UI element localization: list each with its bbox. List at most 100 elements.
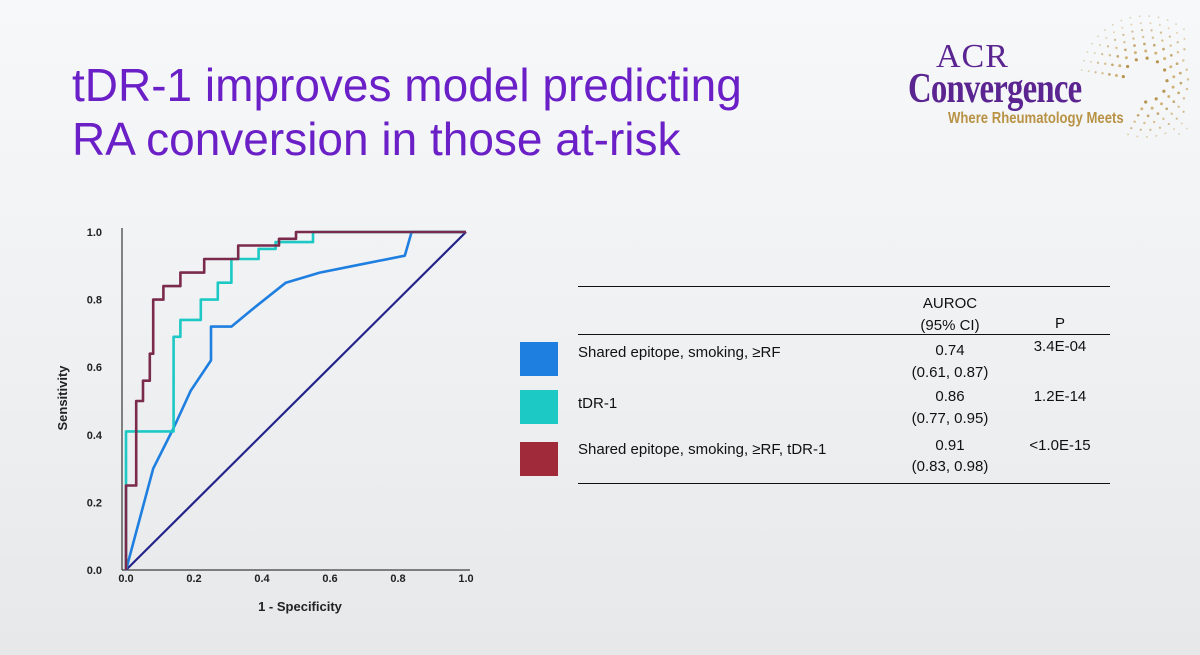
logo-dot <box>1180 122 1183 125</box>
logo-dot <box>1091 42 1094 45</box>
roc-curve-tdr1 <box>124 230 466 570</box>
logo-dot <box>1185 87 1189 91</box>
logo-dot <box>1144 100 1148 104</box>
logo-dot <box>1185 127 1188 130</box>
logo-dot <box>1167 122 1170 126</box>
logo-dot <box>1164 132 1167 135</box>
logo-dot <box>1140 107 1144 111</box>
logo-dot <box>1126 64 1130 69</box>
logo-dot <box>1129 16 1132 19</box>
logo-dot <box>1149 22 1152 25</box>
x-tick-label: 0.2 <box>186 573 201 585</box>
logo-acr-text: ACR <box>936 38 1009 75</box>
x-tick-label: 0.0 <box>118 573 133 585</box>
logo-dot <box>1163 57 1167 61</box>
logo-dot <box>1093 52 1096 55</box>
logo-dot <box>1080 69 1083 71</box>
logo-dot <box>1139 22 1142 25</box>
row-label: Shared epitope, smoking, ≥RF <box>578 344 781 361</box>
logo-dot <box>1179 81 1183 85</box>
y-tick-label: 1.0 <box>87 227 102 239</box>
logo-dot <box>1094 71 1097 74</box>
dot-swirl-graphic <box>1080 15 1190 138</box>
row-label: Shared epitope, smoking, ≥RF, tDR-1 <box>578 441 827 458</box>
logo-dot <box>1176 31 1178 34</box>
logo-dot <box>1130 23 1133 26</box>
header-auroc: AUROC <box>922 295 978 312</box>
logo-dot <box>1176 41 1179 44</box>
logo-dot <box>1113 38 1117 42</box>
logo-dot <box>1160 102 1163 106</box>
logo-dot <box>1185 68 1188 71</box>
logo-dot <box>1113 31 1115 34</box>
logo-dot <box>1149 128 1152 131</box>
logo-dot <box>1130 126 1133 130</box>
logo-dot <box>1155 60 1159 64</box>
logo-dot <box>1163 68 1167 72</box>
logo-dot <box>1166 19 1169 21</box>
row-label: tDR-1 <box>578 395 618 412</box>
logo-dot <box>1116 55 1120 58</box>
logo-dot <box>1131 30 1134 33</box>
logo-dot <box>1152 43 1156 47</box>
logo-dot <box>1083 59 1085 62</box>
x-tick-label: 0.6 <box>322 573 337 585</box>
logo-dot <box>1169 65 1173 69</box>
logo-dot <box>1152 120 1156 124</box>
logo-dot <box>1124 48 1127 52</box>
logo-dot <box>1158 23 1161 26</box>
y-axis-label: Sensitivity <box>55 365 70 431</box>
logo-dot <box>1177 91 1180 95</box>
logo-dot <box>1136 135 1139 138</box>
logo-dot <box>1175 117 1178 120</box>
logo-convergence-text: Convergence <box>908 66 1082 112</box>
logo-dot <box>1178 133 1181 135</box>
logo-dot <box>1141 35 1145 39</box>
logo-dot <box>1186 78 1190 81</box>
logo-dot <box>1154 51 1158 55</box>
row-auroc: 0.74 <box>935 342 965 359</box>
logo-dot <box>1182 97 1186 100</box>
logo-tagline: Where Rheumatology Meets <box>948 110 1124 127</box>
logo-dot <box>1143 42 1146 46</box>
logo-dot <box>1168 35 1171 38</box>
logo-dot <box>1108 73 1111 76</box>
logo-dot <box>1146 114 1150 118</box>
logo-dot <box>1136 113 1140 117</box>
logo-dot <box>1122 33 1125 37</box>
logo-dot <box>1090 60 1092 63</box>
logo-dot <box>1167 27 1170 30</box>
logo-dot <box>1176 51 1180 54</box>
logo-dot <box>1151 36 1155 39</box>
logo-dot <box>1106 45 1110 48</box>
x-tick-label: 0.4 <box>254 573 270 585</box>
y-tick-label: 0.6 <box>87 362 102 374</box>
reference-diagonal-line <box>125 231 467 571</box>
logo-dot <box>1162 89 1166 93</box>
logo-dot <box>1162 47 1165 51</box>
title-line-2: RA conversion in those at-risk <box>72 113 681 165</box>
logo-dot <box>1154 97 1158 101</box>
row-p: 1.2E-14 <box>1033 388 1087 405</box>
logo-dot <box>1138 15 1141 18</box>
slide-title: tDR-1 improves model predicting RA conve… <box>72 58 892 166</box>
row-auroc: 0.91 <box>935 437 965 454</box>
logo-dot <box>1156 112 1160 115</box>
logo-dot <box>1145 56 1149 60</box>
logo-dot <box>1096 61 1100 64</box>
y-tick-label: 0.8 <box>87 295 102 307</box>
logo-dot <box>1111 63 1114 67</box>
logo-dot <box>1167 95 1171 98</box>
logo-dot <box>1162 117 1165 121</box>
logo-dot <box>1165 107 1169 111</box>
table-top-rule <box>578 286 1110 287</box>
row-p: <1.0E-15 <box>1029 437 1091 454</box>
logo-dot <box>1101 52 1104 56</box>
legend-swatch-tdr1 <box>520 390 558 424</box>
header-p: P <box>1054 315 1065 332</box>
logo-dot <box>1101 72 1104 75</box>
title-line-1: tDR-1 improves model predicting <box>72 59 742 111</box>
logo-dot <box>1118 64 1122 68</box>
acr-convergence-logo: ACR Convergence Where Rheumatology Meets <box>900 10 1190 140</box>
